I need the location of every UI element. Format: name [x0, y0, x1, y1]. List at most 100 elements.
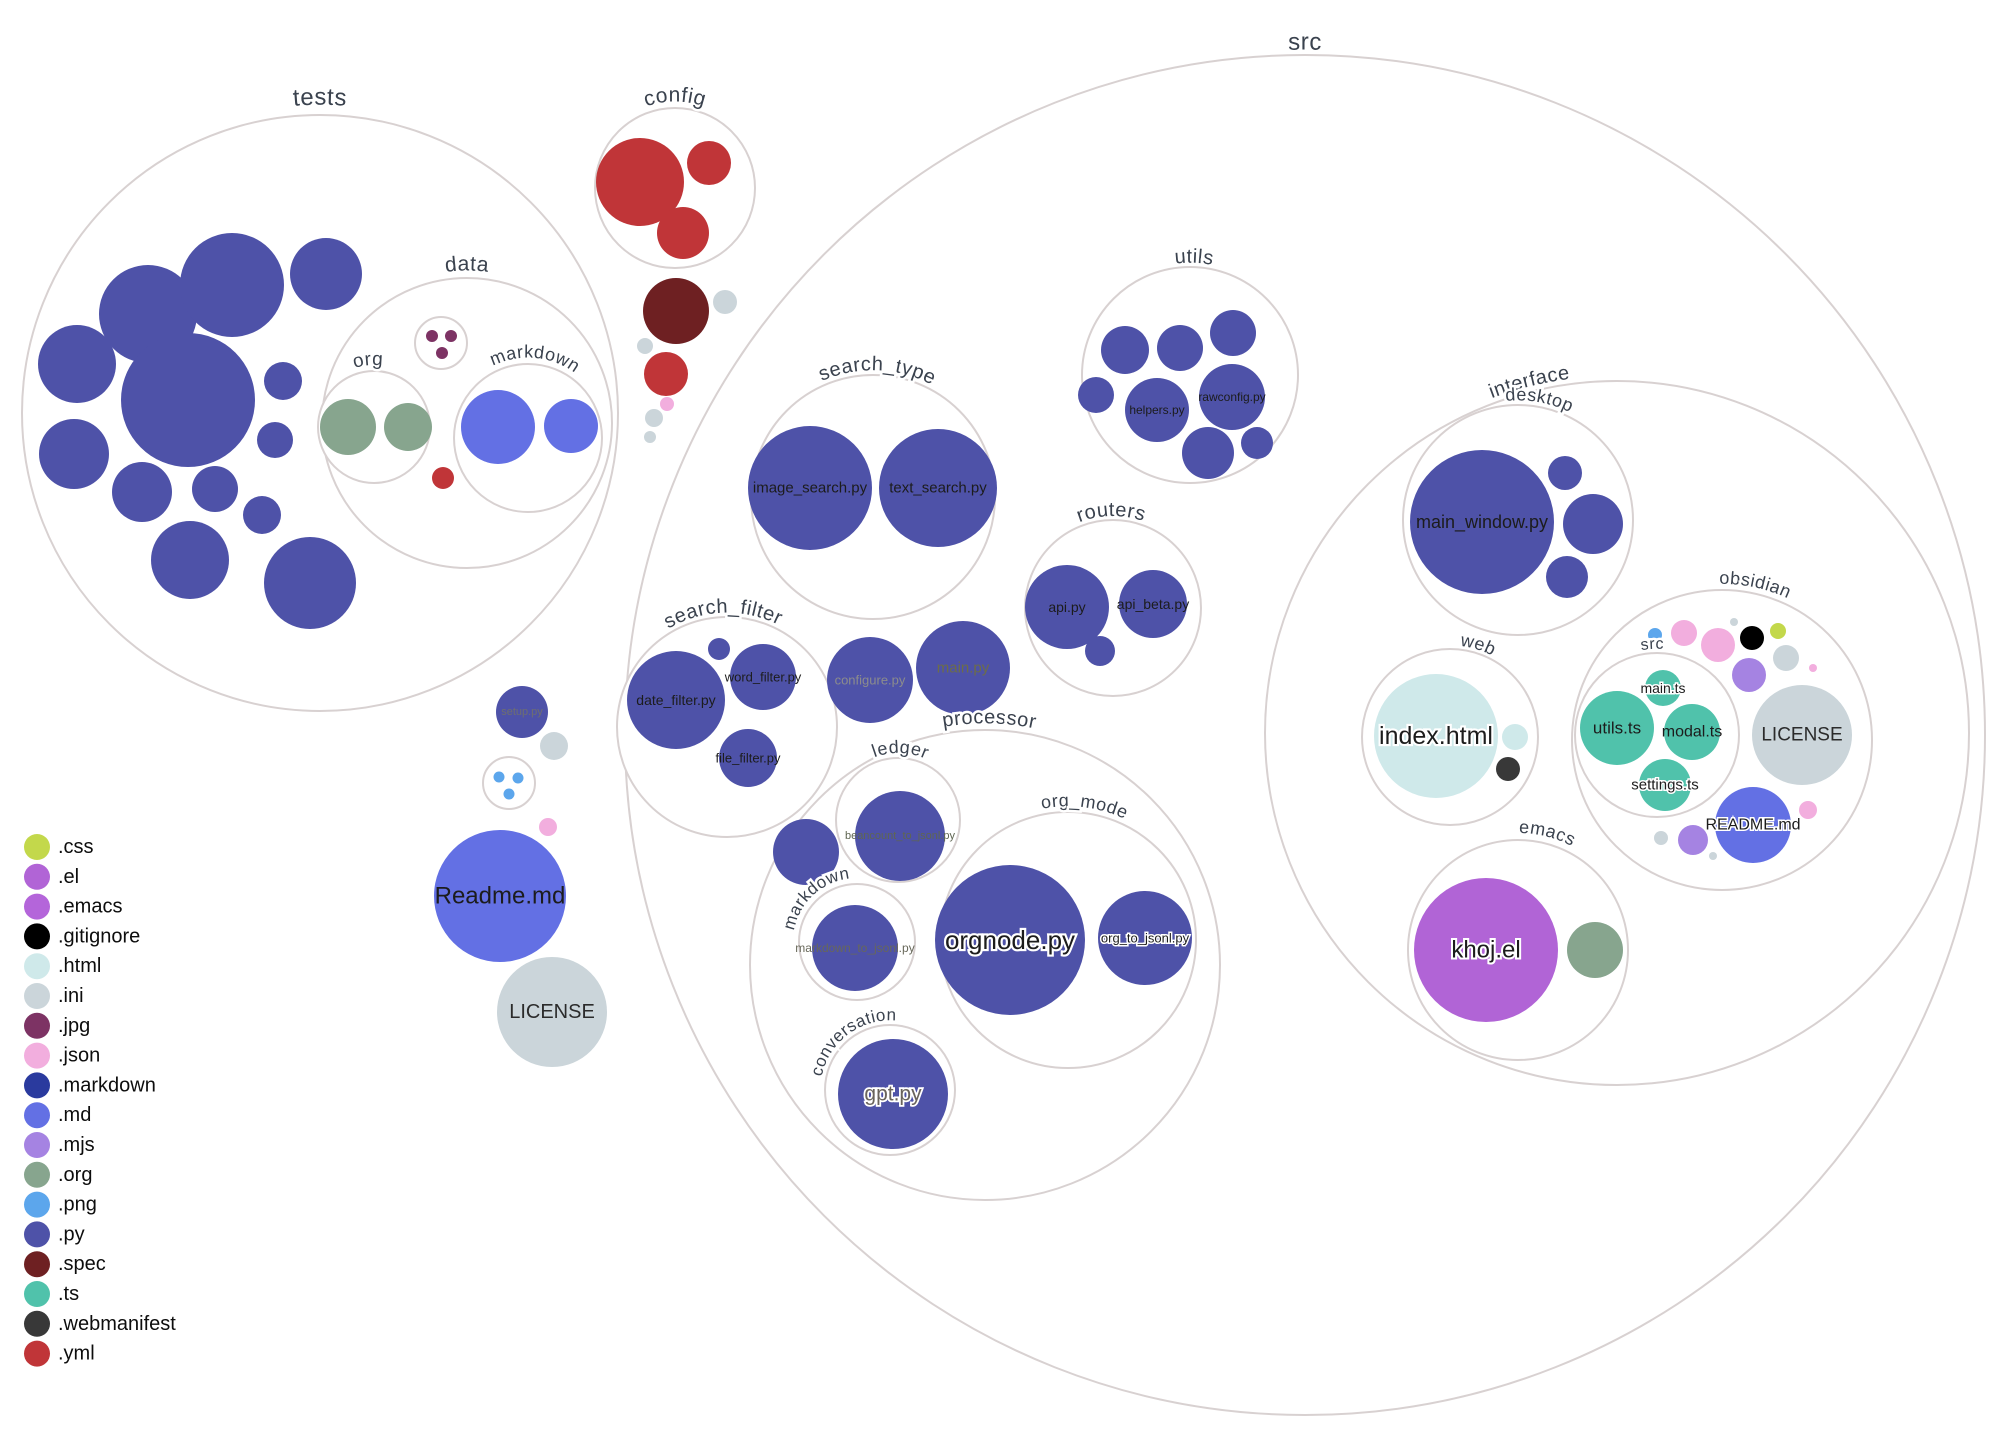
file-dot-py — [708, 638, 730, 660]
file-circle-readme-md — [434, 830, 566, 962]
file-dot-json — [539, 818, 557, 836]
file-label-license: LICENSE — [1761, 725, 1842, 746]
legend-dot-gitignore — [24, 923, 50, 950]
file-circle-helpers-py — [1125, 378, 1189, 442]
legend-label-html: .html — [58, 955, 101, 977]
file-dot-json — [1799, 801, 1817, 819]
file-dot-org — [320, 399, 376, 455]
file-circle-setup-py — [496, 686, 548, 738]
file-circle-index-html — [1374, 674, 1498, 798]
file-dot-ini — [1654, 831, 1668, 845]
file-dot-gitignore — [1740, 626, 1764, 650]
file-dot-yml — [687, 141, 731, 185]
file-circle-rawconfig-py — [1199, 364, 1265, 430]
file-circle-api-beta-py — [1119, 570, 1187, 638]
legend-label-css: .css — [58, 836, 94, 858]
file-dot-py — [264, 362, 302, 400]
file-dot-py — [39, 419, 109, 489]
legend-label-md: .md — [58, 1104, 91, 1126]
legend-label-gitignore: .gitignore — [58, 925, 140, 947]
file-dot-py — [257, 422, 293, 458]
file-circle-beancount-to-jsonl-py — [855, 791, 945, 881]
file-circle-gpt-py — [838, 1039, 948, 1149]
legend-dot-el — [24, 863, 50, 890]
folder-circle-routers — [1024, 519, 1202, 697]
file-dot-ini — [1709, 852, 1717, 860]
file-label-date-filter-py: date_filter.py — [636, 692, 715, 708]
file-dot-py — [192, 466, 238, 512]
file-dot-org — [1567, 922, 1623, 978]
file-dot-py — [1546, 556, 1588, 598]
legend-dot-mjs — [24, 1132, 50, 1158]
folder-label-obsidian-src: src — [1640, 636, 1665, 654]
file-circle-license — [1752, 685, 1852, 785]
folder-label-src: src — [1288, 29, 1322, 56]
legend: .css .el .emacs .gitignore .html .ini .jpg .jso… — [24, 834, 176, 1367]
legend-label-el: .el — [58, 866, 79, 888]
folder-circle-data-jpg-group — [414, 316, 468, 370]
legend-dot-png — [24, 1191, 50, 1218]
file-dot-ini — [637, 338, 653, 354]
legend-label-ts: .ts — [58, 1283, 79, 1305]
file-dot-json — [1671, 620, 1697, 646]
file-dot-png — [512, 772, 524, 784]
legend-dot-org — [24, 1161, 50, 1188]
legend-label-ini: .ini — [58, 985, 84, 1007]
file-circle-org-to-jsonl-py — [1098, 891, 1192, 985]
file-label-orgnode-py: orgnode.py — [945, 925, 1075, 955]
file-label-main-ts: main.ts — [1640, 680, 1685, 696]
file-circle-markdown-to-jsonl-py — [812, 905, 898, 991]
file-dot-yml — [657, 207, 709, 259]
legend-label-markdown: .markdown — [58, 1074, 156, 1096]
file-label-gpt-py: gpt.py — [864, 1083, 922, 1106]
file-circle-modal-ts — [1664, 704, 1720, 760]
file-dot-webmanifest — [1496, 757, 1520, 781]
file-dot-py — [38, 325, 116, 403]
file-dot-py — [773, 819, 839, 885]
file-circle-date-filter-py — [627, 651, 725, 749]
file-dot-py — [243, 496, 281, 534]
legend-dot-markdown — [24, 1072, 50, 1099]
file-dot-py — [121, 333, 255, 467]
file-dot-py — [264, 537, 356, 629]
file-label-api-py: api.py — [1048, 599, 1085, 615]
file-label-utils-ts: utils.ts — [1593, 719, 1641, 738]
file-label-beancount-to-jsonl-py: beancount_to_jsonl.py — [845, 830, 956, 842]
legend-label-py: .py — [58, 1223, 85, 1245]
file-dot-png — [493, 771, 505, 783]
file-dot-md — [544, 399, 598, 453]
file-circle-word-filter-py — [730, 644, 796, 710]
file-label-image-search-py: image_search.py — [753, 480, 868, 497]
legend-label-json: .json — [58, 1045, 100, 1067]
legend-label-yml: .yml — [58, 1343, 95, 1365]
legend-dot-yml — [24, 1340, 50, 1367]
file-dot-mjs — [1678, 825, 1708, 855]
legend-dot-json — [24, 1042, 50, 1069]
file-dot-ini — [644, 431, 656, 443]
file-dot-py — [1085, 636, 1115, 666]
legend-label-emacs: .emacs — [58, 896, 122, 918]
file-label-markdown-to-jsonl-py: markdown_to_jsonl.py — [795, 941, 914, 955]
folder-circle-root-png-group — [482, 756, 536, 810]
file-dot-py — [1101, 326, 1149, 374]
file-dot-py — [1078, 377, 1114, 413]
file-circles — [38, 138, 1852, 1149]
file-label-api-beta-py: api_beta.py — [1117, 596, 1189, 612]
file-circle-license — [497, 957, 607, 1067]
file-dot-jpg — [445, 330, 457, 342]
file-dot-md — [461, 390, 535, 464]
file-dot-html — [1502, 724, 1528, 750]
file-dot-mjs — [1732, 658, 1766, 692]
file-circle-utils-ts — [1580, 691, 1654, 765]
file-dot-spec — [643, 278, 709, 344]
file-dot-ini — [1773, 645, 1799, 671]
file-circle-main-window-py — [1410, 450, 1554, 594]
file-dot-jpg — [426, 330, 438, 342]
file-circle-configure-py — [827, 637, 913, 723]
file-circle-readme-md — [1715, 787, 1791, 863]
legend-label-webmanifest: .webmanifest — [58, 1313, 176, 1335]
file-label-word-filter-py: word_filter.py — [724, 670, 802, 685]
folder-label-utils: utils — [1174, 246, 1216, 270]
file-label-main-window-py: main_window.py — [1416, 512, 1548, 533]
